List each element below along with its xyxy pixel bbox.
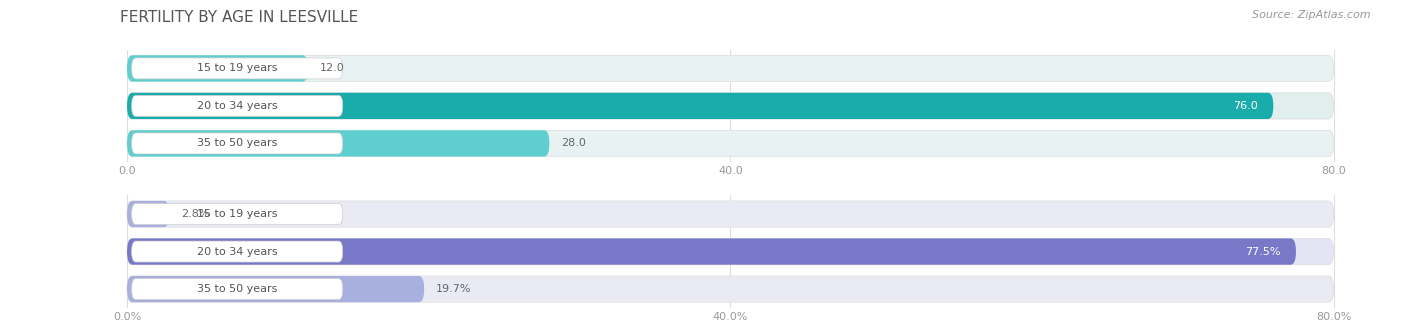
- Text: 28.0: 28.0: [561, 138, 586, 148]
- FancyBboxPatch shape: [132, 95, 343, 117]
- Text: 15 to 19 years: 15 to 19 years: [197, 209, 277, 219]
- Text: 15 to 19 years: 15 to 19 years: [197, 64, 277, 73]
- Text: FERTILITY BY AGE IN LEESVILLE: FERTILITY BY AGE IN LEESVILLE: [120, 10, 357, 25]
- Text: 20 to 34 years: 20 to 34 years: [197, 101, 277, 111]
- FancyBboxPatch shape: [132, 241, 343, 262]
- Text: 19.7%: 19.7%: [436, 284, 472, 294]
- FancyBboxPatch shape: [127, 130, 550, 157]
- FancyBboxPatch shape: [127, 238, 1296, 265]
- FancyBboxPatch shape: [127, 201, 1334, 227]
- FancyBboxPatch shape: [127, 93, 1334, 119]
- FancyBboxPatch shape: [127, 130, 1334, 157]
- Text: 77.5%: 77.5%: [1246, 247, 1281, 257]
- FancyBboxPatch shape: [127, 276, 1334, 302]
- FancyBboxPatch shape: [127, 93, 1274, 119]
- FancyBboxPatch shape: [127, 276, 425, 302]
- FancyBboxPatch shape: [127, 238, 1334, 265]
- FancyBboxPatch shape: [127, 55, 308, 81]
- FancyBboxPatch shape: [127, 55, 1334, 81]
- Text: 76.0: 76.0: [1233, 101, 1258, 111]
- Text: 2.8%: 2.8%: [181, 209, 209, 219]
- FancyBboxPatch shape: [132, 204, 343, 224]
- Text: Source: ZipAtlas.com: Source: ZipAtlas.com: [1253, 10, 1371, 20]
- FancyBboxPatch shape: [132, 133, 343, 154]
- FancyBboxPatch shape: [132, 58, 343, 79]
- FancyBboxPatch shape: [127, 201, 169, 227]
- Text: 12.0: 12.0: [321, 64, 344, 73]
- FancyBboxPatch shape: [132, 279, 343, 300]
- Text: 20 to 34 years: 20 to 34 years: [197, 247, 277, 257]
- Text: 35 to 50 years: 35 to 50 years: [197, 138, 277, 148]
- Text: 35 to 50 years: 35 to 50 years: [197, 284, 277, 294]
